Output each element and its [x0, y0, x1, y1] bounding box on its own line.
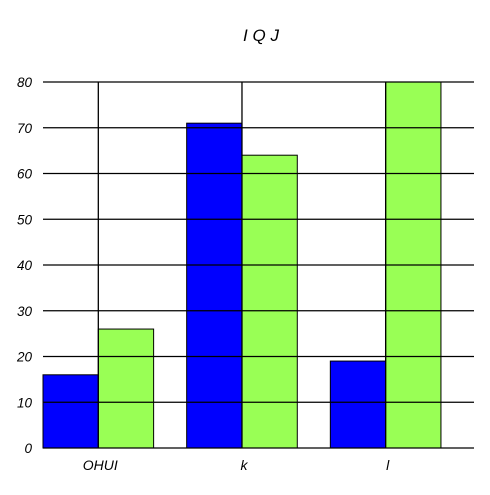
bar	[98, 329, 153, 448]
bar	[242, 155, 297, 448]
y-tick-label: 10	[17, 395, 33, 410]
bar	[43, 375, 98, 448]
x-tick-label: k	[240, 457, 248, 473]
x-tick-label: OHUI	[83, 457, 118, 473]
chart-title: I Q J	[243, 26, 279, 45]
bar	[187, 123, 242, 448]
y-tick-label: 40	[17, 258, 33, 273]
y-tick-label: 20	[16, 350, 33, 365]
y-tick-label: 60	[17, 167, 33, 182]
y-tick-label: 80	[17, 75, 33, 90]
y-tick-label: 70	[17, 121, 33, 136]
y-tick-label: 50	[17, 212, 33, 227]
bar	[330, 361, 385, 448]
x-tick-label: l	[386, 457, 390, 473]
y-tick-label: 0	[24, 441, 32, 456]
y-tick-label: 30	[17, 304, 33, 319]
